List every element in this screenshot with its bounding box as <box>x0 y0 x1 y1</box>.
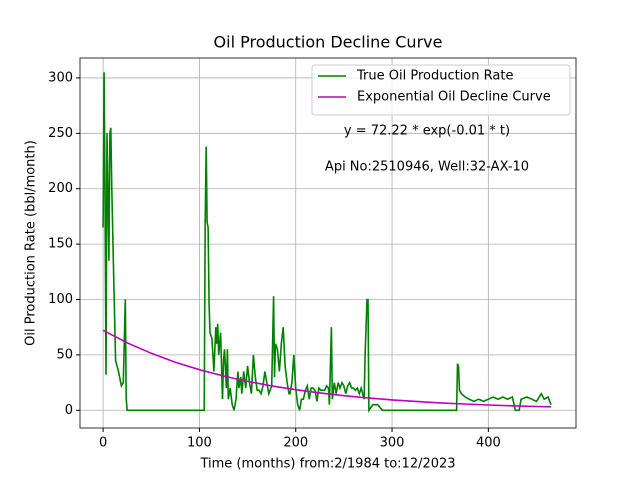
plot-area: 0 100 200 300 400 0 50 100 150 200 250 300 True Oil … <box>48 57 577 451</box>
x-tick-label: 100 <box>187 436 212 451</box>
annotation: Api No:2510946, Well:32-AX-10 <box>325 160 529 175</box>
x-axis-label: Time (months) from:2/1984 to:12/2023 <box>199 457 455 472</box>
y-tick-label: 50 <box>56 347 73 362</box>
legend-label: True Oil Production Rate <box>356 69 513 84</box>
x-tick-label: 0 <box>99 436 107 451</box>
chart-title: Oil Production Decline Curve <box>214 33 443 52</box>
plot-frame <box>79 57 577 429</box>
y-tick-label: 150 <box>48 237 73 252</box>
y-tick-label: 250 <box>48 126 73 141</box>
y-axis-label: Oil Production Rate (bbl/month) <box>24 140 39 346</box>
x-tick-label: 300 <box>380 436 405 451</box>
x-tick-label: 200 <box>283 436 308 451</box>
data-line <box>102 329 552 408</box>
legend-label: Exponential Oil Decline Curve <box>357 90 551 105</box>
y-tick-label: 300 <box>48 70 73 85</box>
annotation: y = 72.22 * exp(-0.01 * t) <box>344 124 510 139</box>
y-tick-label: 0 <box>65 403 73 418</box>
y-tick-label: 100 <box>48 292 73 307</box>
legend: True Oil Production Rate Exponential Oil … <box>311 64 571 116</box>
x-tick-label: 400 <box>476 436 501 451</box>
legend-box <box>311 64 571 116</box>
y-tick-label: 200 <box>48 181 73 196</box>
